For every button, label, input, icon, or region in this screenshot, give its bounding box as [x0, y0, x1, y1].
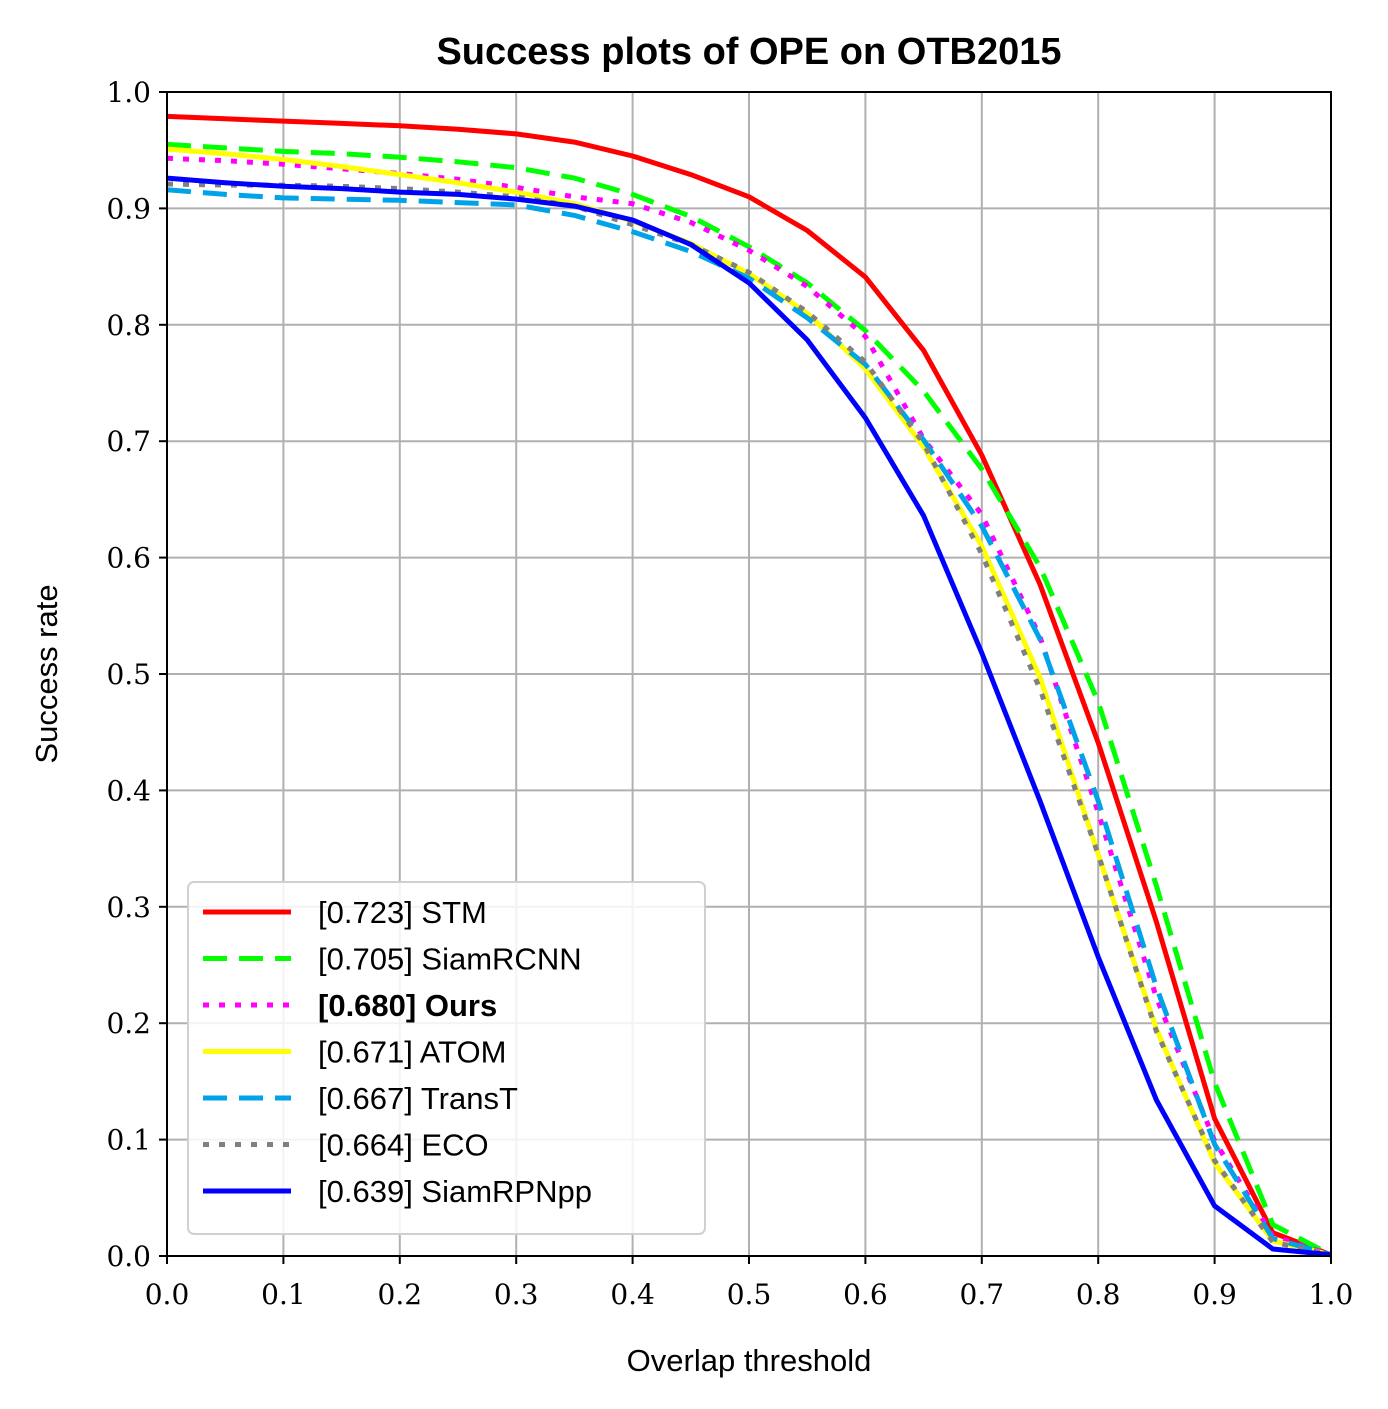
- legend: [0.723] STM [0.705] SiamRCNN [0.680] Ours […: [187, 881, 706, 1235]
- y-tick-label: 0.1: [106, 1124, 151, 1157]
- legend-label: [0.680] Ours: [318, 988, 497, 1023]
- y-tick-label: 0.5: [106, 658, 151, 691]
- series-line-transt: [166, 187, 1332, 1258]
- y-axis-label: Success rate: [29, 584, 64, 763]
- legend-label: [0.667] TransT: [318, 1081, 518, 1116]
- x-tick-label: 0.0: [145, 1278, 190, 1311]
- y-tick-label: 0.8: [106, 309, 151, 342]
- y-tick-label: 0.3: [106, 891, 151, 924]
- ticks-layer: 0.0 0.1 0.2 0.3 0.4 0.5 0.6 0.7 0.8 0.9 1.0 0.0 0.1 0…: [106, 76, 1353, 1311]
- x-tick-label: 0.1: [261, 1278, 306, 1311]
- x-tick-label: 0.6: [843, 1278, 888, 1311]
- series-line-siamrcnn: [166, 141, 1333, 1258]
- legend-label: [0.664] ECO: [318, 1128, 489, 1163]
- legend-label: [0.671] ATOM: [318, 1035, 506, 1070]
- x-tick-label: 0.3: [494, 1278, 539, 1311]
- legend-label: [0.705] SiamRCNN: [318, 942, 582, 977]
- x-tick-label: 0.7: [960, 1278, 1005, 1311]
- y-tick-label: 0.9: [106, 192, 151, 225]
- series-line-eco: [166, 181, 1332, 1258]
- y-tick-label: 0.2: [106, 1007, 151, 1040]
- y-tick-label: 1.0: [106, 76, 151, 109]
- x-tick-label: 0.2: [378, 1278, 423, 1311]
- x-tick-label: 0.8: [1076, 1278, 1121, 1311]
- y-tick-label: 0.7: [106, 425, 151, 458]
- legend-label: [0.723] STM: [318, 895, 487, 930]
- x-axis-label: Overlap threshold: [627, 1343, 872, 1378]
- y-tick-label: 0.6: [106, 542, 151, 575]
- x-tick-label: 0.4: [610, 1278, 655, 1311]
- x-tick-label: 0.9: [1192, 1278, 1237, 1311]
- x-tick-label: 0.5: [727, 1278, 772, 1311]
- x-tick-label: 1.0: [1309, 1278, 1354, 1311]
- series-layer: [166, 113, 1333, 1258]
- y-tick-label: 0.0: [106, 1240, 151, 1273]
- y-tick-label: 0.4: [106, 774, 151, 807]
- series-line-siamrpnpp: [166, 175, 1332, 1258]
- legend-label: [0.639] SiamRPNpp: [318, 1174, 592, 1209]
- chart-title: Success plots of OPE on OTB2015: [436, 31, 1061, 73]
- legend-box: [187, 881, 706, 1235]
- series-line-stm: [166, 113, 1332, 1258]
